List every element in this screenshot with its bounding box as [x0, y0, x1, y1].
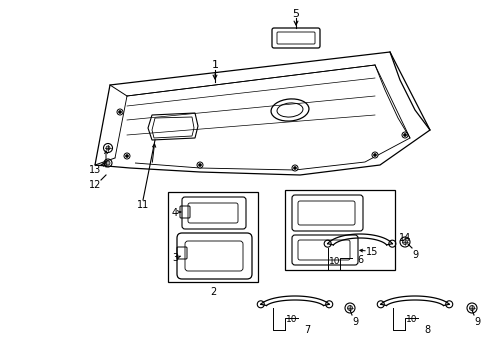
Bar	[168, 192, 258, 282]
Circle shape	[293, 166, 296, 170]
Text: 10: 10	[285, 315, 297, 324]
Text: 10: 10	[328, 257, 340, 266]
Text: 8: 8	[423, 325, 429, 335]
Text: 6: 6	[356, 255, 362, 265]
Text: 1: 1	[211, 60, 218, 70]
Circle shape	[124, 153, 130, 159]
Circle shape	[198, 163, 201, 166]
Circle shape	[468, 306, 473, 310]
Circle shape	[371, 152, 377, 158]
Text: 14: 14	[398, 233, 410, 243]
Text: 9: 9	[411, 250, 417, 260]
Circle shape	[117, 109, 123, 115]
Text: 12: 12	[89, 180, 101, 190]
Circle shape	[291, 165, 297, 171]
Circle shape	[106, 146, 110, 150]
Circle shape	[118, 111, 121, 113]
Circle shape	[373, 153, 376, 157]
Text: 9: 9	[351, 317, 357, 327]
Text: 2: 2	[209, 287, 216, 297]
Text: 3: 3	[172, 253, 178, 263]
Circle shape	[402, 239, 407, 244]
Text: 13: 13	[89, 165, 101, 175]
Text: 7: 7	[303, 325, 309, 335]
Circle shape	[347, 306, 352, 310]
Bar	[285, 190, 394, 270]
Text: 4: 4	[172, 208, 178, 218]
Text: 11: 11	[137, 200, 149, 210]
Text: 10: 10	[406, 315, 417, 324]
Text: 5: 5	[292, 9, 299, 19]
Circle shape	[401, 132, 407, 138]
Circle shape	[106, 161, 110, 165]
Circle shape	[403, 134, 406, 136]
Text: 9: 9	[473, 317, 479, 327]
Circle shape	[197, 162, 203, 168]
Circle shape	[125, 154, 128, 158]
Text: 15: 15	[365, 247, 377, 257]
